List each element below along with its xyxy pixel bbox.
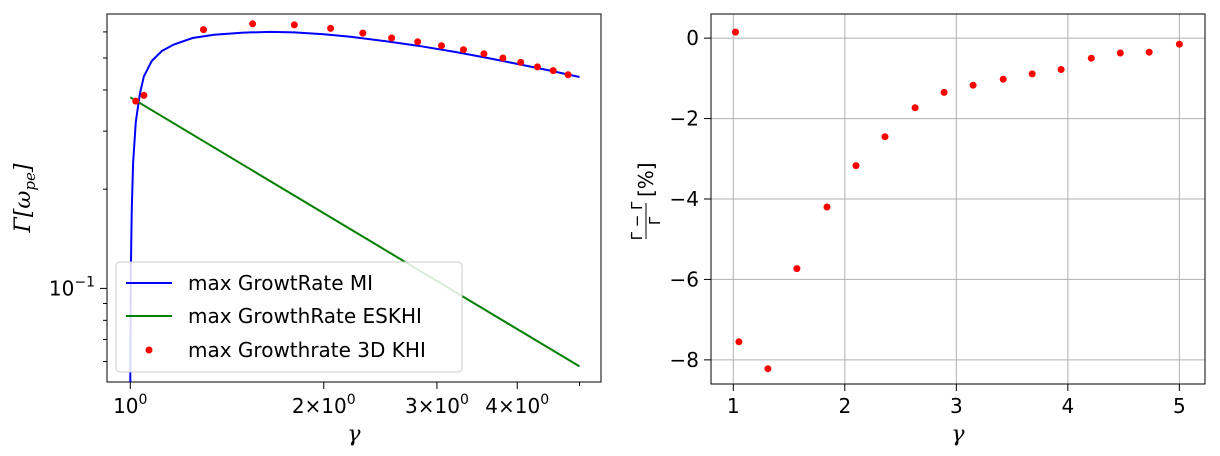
legend-box: [115, 261, 463, 373]
right-xtick-label: 4: [1061, 394, 1074, 418]
right-xtick-label: 5: [1173, 394, 1186, 418]
right-ytick-label: −8: [670, 348, 699, 372]
right-y-label-suffix: [%]: [634, 162, 658, 197]
left-point: [200, 26, 207, 34]
right-point: [911, 104, 919, 112]
left-point: [460, 46, 467, 54]
right-point: [852, 162, 860, 170]
legend: max GrowtRate MI max GrowthRate ESKHI ma…: [115, 261, 463, 373]
right-chart: 1 2 3 4 5 0 −2 −4 −6 −8 γ Γ̄ − Γ Γ [%]: [628, 13, 1206, 447]
left-point: [499, 54, 507, 62]
right-y-axis-label: Γ̄ − Γ Γ [%]: [628, 162, 664, 240]
left-point: [564, 71, 572, 79]
left-point: [480, 50, 488, 58]
left-xtick-label: 4×100: [485, 392, 549, 418]
left-y-axis-label: Γ[ωpe]: [11, 163, 39, 233]
left-point: [517, 58, 525, 66]
left-point: [327, 24, 335, 32]
right-point: [793, 265, 801, 273]
right-point: [732, 28, 739, 36]
legend-label-khi: max Growthrate 3D KHI: [188, 338, 426, 362]
left-series-layer: [129, 20, 581, 383]
right-grid: [711, 14, 1205, 384]
left-point: [549, 67, 557, 75]
right-x-axis-label: γ: [951, 422, 965, 447]
right-point: [764, 365, 772, 373]
right-point: [940, 88, 948, 96]
left-yticks: 10−1: [49, 31, 107, 363]
right-ytick-label: −6: [670, 267, 699, 291]
left-series-line-0: [129, 30, 580, 383]
left-point: [132, 97, 140, 105]
right-point: [735, 338, 743, 346]
left-ytick-label: 10−1: [49, 274, 95, 300]
left-point: [290, 21, 298, 29]
legend-label-eskhi: max GrowthRate ESKHI: [188, 304, 422, 328]
left-point: [414, 38, 422, 46]
left-point: [249, 20, 257, 28]
right-point: [999, 75, 1007, 83]
legend-label-mi: max GrowtRate MI: [188, 271, 373, 295]
right-point: [823, 203, 831, 211]
left-xtick-label: 100: [113, 392, 147, 418]
right-series-layer: [732, 28, 1183, 373]
right-ytick-label: 0: [686, 26, 699, 50]
right-yticks: 0 −2 −4 −6 −8: [670, 26, 711, 372]
right-point: [1145, 48, 1153, 56]
left-chart: 100 2×100 3×100 4×100 10−1 γ Γ[ωpe] max Gro…: [11, 13, 602, 447]
legend-swatch-khi: [145, 346, 153, 354]
left-point: [388, 34, 396, 42]
right-point: [1116, 49, 1124, 57]
left-xtick-label: 3×100: [405, 392, 469, 418]
right-point: [881, 133, 889, 141]
right-ytick-label: −4: [670, 187, 699, 211]
right-xtick-label: 3: [950, 394, 963, 418]
left-series-line-1: [129, 96, 581, 368]
right-xtick-label: 1: [727, 394, 740, 418]
left-point: [533, 63, 541, 71]
left-point: [140, 91, 148, 99]
right-point: [1175, 40, 1183, 48]
right-y-label-numerator: Γ̄ − Γ: [628, 201, 646, 240]
right-point: [1057, 66, 1065, 73]
right-ytick-label: −2: [670, 107, 699, 131]
right-xtick-label: 2: [838, 394, 851, 418]
right-xticks: 1 2 3 4 5: [727, 384, 1186, 418]
right-point: [1087, 54, 1095, 62]
left-point: [438, 42, 445, 50]
right-point: [1028, 70, 1036, 78]
left-xticks: 100 2×100 3×100 4×100: [113, 382, 581, 418]
right-point: [969, 81, 977, 89]
left-point: [359, 29, 367, 37]
right-y-label-denominator: Γ: [646, 216, 664, 225]
left-x-axis-label: γ: [347, 422, 361, 447]
left-xtick-label: 2×100: [292, 392, 356, 418]
